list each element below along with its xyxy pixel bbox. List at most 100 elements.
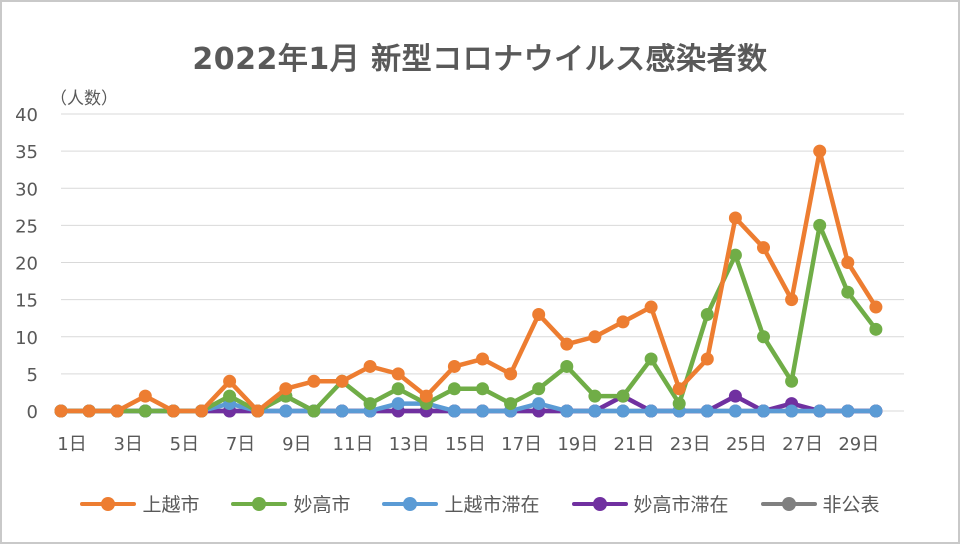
data-point-joetsu-stay xyxy=(785,404,799,418)
legend-item-myoko: 妙高市 xyxy=(231,490,350,517)
x-tick-label: 9日 xyxy=(282,434,311,455)
data-point-myoko xyxy=(616,389,630,403)
data-point-joetsu-stay xyxy=(616,404,630,418)
data-point-joetsu-stay xyxy=(560,404,574,418)
data-point-joetsu xyxy=(813,144,827,158)
x-tick-label: 21日 xyxy=(614,434,655,455)
data-point-myoko xyxy=(391,382,405,396)
legend-item-joetsu-stay: 上越市滞在 xyxy=(382,490,540,517)
x-tick-label: 27日 xyxy=(782,434,823,455)
x-tick-label: 13日 xyxy=(389,434,430,455)
legend-label: 妙高市滞在 xyxy=(633,494,729,516)
data-point-joetsu xyxy=(841,256,855,269)
y-tick-label: 35 xyxy=(15,142,38,163)
chart-title: 2022年1月 新型コロナウイルス感染者数 xyxy=(192,42,768,77)
series-line-joetsu xyxy=(58,148,879,414)
data-point-joetsu xyxy=(560,337,574,351)
y-axis-unit-label: （人数） xyxy=(50,89,118,109)
chart-legend: 上越市 妙高市 上越市滞在 妙高市滞在 非公表 xyxy=(0,490,960,517)
data-point-joetsu xyxy=(251,404,265,418)
data-point-joetsu xyxy=(335,374,349,388)
data-point-joetsu xyxy=(110,404,124,418)
legend-label: 非公表 xyxy=(822,494,880,516)
legend-swatch xyxy=(382,496,439,511)
legend-label: 妙高市 xyxy=(293,494,351,516)
data-point-joetsu xyxy=(391,367,405,381)
data-point-myoko xyxy=(588,389,602,403)
legend-swatch xyxy=(760,496,817,511)
data-point-joetsu-stay xyxy=(476,404,489,418)
data-point-myoko xyxy=(869,322,883,336)
y-tick-label: 25 xyxy=(15,216,38,237)
x-tick-label: 25日 xyxy=(726,434,767,455)
y-tick-label: 0 xyxy=(27,402,38,423)
data-point-myoko xyxy=(307,404,321,418)
data-point-joetsu xyxy=(363,359,377,373)
data-point-joetsu-stay xyxy=(335,404,349,418)
data-point-joetsu xyxy=(82,404,96,418)
data-point-myoko xyxy=(813,218,827,232)
x-tick-label: 3日 xyxy=(113,434,142,455)
data-point-joetsu xyxy=(532,307,546,321)
x-tick-label: 17日 xyxy=(501,434,542,455)
data-point-joetsu-stay xyxy=(841,404,855,418)
x-tick-label: 29日 xyxy=(838,434,879,455)
data-point-joetsu-stay xyxy=(813,404,827,418)
data-point-joetsu xyxy=(419,389,433,403)
series-line-myoko xyxy=(58,223,879,414)
data-point-myoko xyxy=(447,382,461,396)
x-tick-label: 1日 xyxy=(57,434,86,455)
data-point-joetsu xyxy=(307,374,321,388)
data-point-joetsu xyxy=(195,404,208,418)
legend-swatch xyxy=(231,496,288,511)
legend-item-undisclosed: 非公表 xyxy=(760,490,880,517)
data-point-joetsu xyxy=(644,300,658,314)
legend-item-joetsu: 上越市 xyxy=(80,490,199,517)
data-point-myoko xyxy=(560,359,574,373)
data-point-myoko xyxy=(700,307,714,321)
data-point-joetsu-stay xyxy=(869,404,883,418)
data-point-joetsu xyxy=(672,382,686,396)
y-tick-label: 5 xyxy=(27,365,38,386)
data-point-myoko-stay xyxy=(728,389,742,403)
x-tick-label: 7日 xyxy=(226,434,255,455)
data-point-myoko xyxy=(532,382,546,396)
legend-item-myoko-stay: 妙高市滞在 xyxy=(571,490,729,517)
data-point-myoko xyxy=(785,374,799,388)
data-point-joetsu xyxy=(223,374,237,388)
data-point-joetsu xyxy=(504,367,518,381)
data-point-joetsu xyxy=(138,389,152,403)
data-point-joetsu xyxy=(279,382,293,396)
data-point-joetsu-stay xyxy=(279,404,293,418)
data-point-joetsu xyxy=(447,359,461,373)
x-tick-label: 5日 xyxy=(170,434,199,455)
data-point-joetsu xyxy=(616,315,630,329)
data-point-joetsu-stay xyxy=(588,404,602,418)
data-point-myoko xyxy=(476,382,489,396)
data-point-joetsu xyxy=(588,330,602,344)
data-point-joetsu xyxy=(700,352,714,366)
data-point-myoko xyxy=(757,330,770,344)
y-tick-label: 20 xyxy=(15,254,38,275)
data-point-joetsu xyxy=(728,211,742,225)
data-point-joetsu-stay xyxy=(700,404,714,418)
x-tick-label: 23日 xyxy=(670,434,711,455)
x-tick-label: 11日 xyxy=(333,434,374,455)
x-tick-label: 19日 xyxy=(557,434,598,455)
data-point-joetsu xyxy=(54,404,68,418)
data-point-joetsu xyxy=(166,404,180,418)
y-tick-label: 15 xyxy=(15,291,38,312)
y-tick-label: 30 xyxy=(15,179,38,200)
data-point-myoko xyxy=(223,389,237,403)
x-tick-label: 15日 xyxy=(445,434,486,455)
data-point-joetsu-stay xyxy=(757,404,770,418)
data-point-joetsu xyxy=(869,300,883,314)
legend-swatch xyxy=(80,496,137,511)
data-point-joetsu-stay xyxy=(447,404,461,418)
legend-label: 上越市滞在 xyxy=(444,494,540,516)
data-point-joetsu-stay xyxy=(391,397,405,411)
legend-label: 上越市 xyxy=(142,494,200,516)
data-point-joetsu-stay xyxy=(532,397,546,411)
